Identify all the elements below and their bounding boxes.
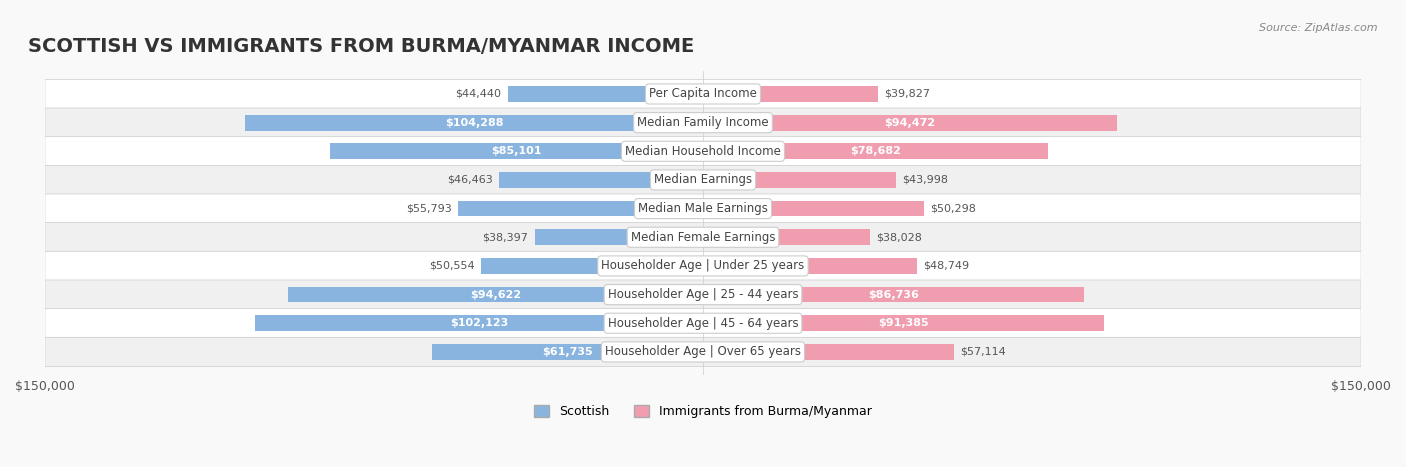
Text: $46,463: $46,463: [447, 175, 492, 185]
Text: Source: ZipAtlas.com: Source: ZipAtlas.com: [1260, 23, 1378, 33]
Text: $55,793: $55,793: [406, 204, 451, 213]
Text: Median Female Earnings: Median Female Earnings: [631, 231, 775, 244]
Text: $102,123: $102,123: [450, 318, 508, 328]
FancyBboxPatch shape: [45, 223, 1361, 252]
Legend: Scottish, Immigrants from Burma/Myanmar: Scottish, Immigrants from Burma/Myanmar: [529, 400, 877, 423]
Text: Householder Age | 45 - 64 years: Householder Age | 45 - 64 years: [607, 317, 799, 330]
FancyBboxPatch shape: [45, 165, 1361, 195]
Text: Median Family Income: Median Family Income: [637, 116, 769, 129]
Bar: [254, 315, 703, 331]
Text: Householder Age | Over 65 years: Householder Age | Over 65 years: [605, 346, 801, 358]
Text: Householder Age | Under 25 years: Householder Age | Under 25 years: [602, 260, 804, 272]
Bar: [534, 229, 703, 245]
Text: $91,385: $91,385: [879, 318, 929, 328]
Bar: [329, 143, 703, 159]
Text: Median Male Earnings: Median Male Earnings: [638, 202, 768, 215]
Text: $43,998: $43,998: [903, 175, 949, 185]
Bar: [703, 344, 953, 360]
FancyBboxPatch shape: [45, 108, 1361, 137]
Text: $50,298: $50,298: [931, 204, 976, 213]
Text: $44,440: $44,440: [456, 89, 502, 99]
Text: $50,554: $50,554: [429, 261, 475, 271]
Text: $39,827: $39,827: [884, 89, 931, 99]
Text: $94,622: $94,622: [470, 290, 522, 300]
Bar: [703, 115, 1118, 130]
Text: $57,114: $57,114: [960, 347, 1005, 357]
FancyBboxPatch shape: [45, 337, 1361, 367]
FancyBboxPatch shape: [45, 251, 1361, 281]
Bar: [288, 287, 703, 303]
FancyBboxPatch shape: [45, 280, 1361, 309]
FancyBboxPatch shape: [45, 137, 1361, 166]
Text: $86,736: $86,736: [868, 290, 918, 300]
Bar: [246, 115, 703, 130]
FancyBboxPatch shape: [45, 194, 1361, 223]
Bar: [458, 201, 703, 217]
Text: Median Earnings: Median Earnings: [654, 173, 752, 186]
Text: $61,735: $61,735: [543, 347, 593, 357]
Bar: [703, 86, 877, 102]
Text: $78,682: $78,682: [851, 146, 901, 156]
Bar: [703, 143, 1049, 159]
Bar: [432, 344, 703, 360]
Bar: [703, 229, 870, 245]
Bar: [703, 258, 917, 274]
Bar: [703, 287, 1084, 303]
Text: $85,101: $85,101: [491, 146, 541, 156]
Text: $38,028: $38,028: [876, 232, 922, 242]
Bar: [499, 172, 703, 188]
Text: $38,397: $38,397: [482, 232, 529, 242]
Bar: [703, 201, 924, 217]
FancyBboxPatch shape: [45, 309, 1361, 338]
Text: $94,472: $94,472: [884, 118, 936, 127]
Bar: [703, 172, 896, 188]
Bar: [703, 315, 1104, 331]
Bar: [508, 86, 703, 102]
Text: Per Capita Income: Per Capita Income: [650, 87, 756, 100]
Text: $104,288: $104,288: [444, 118, 503, 127]
Bar: [481, 258, 703, 274]
Text: $48,749: $48,749: [924, 261, 970, 271]
FancyBboxPatch shape: [45, 79, 1361, 109]
Text: Median Household Income: Median Household Income: [626, 145, 780, 158]
Text: SCOTTISH VS IMMIGRANTS FROM BURMA/MYANMAR INCOME: SCOTTISH VS IMMIGRANTS FROM BURMA/MYANMA…: [28, 37, 695, 57]
Text: Householder Age | 25 - 44 years: Householder Age | 25 - 44 years: [607, 288, 799, 301]
